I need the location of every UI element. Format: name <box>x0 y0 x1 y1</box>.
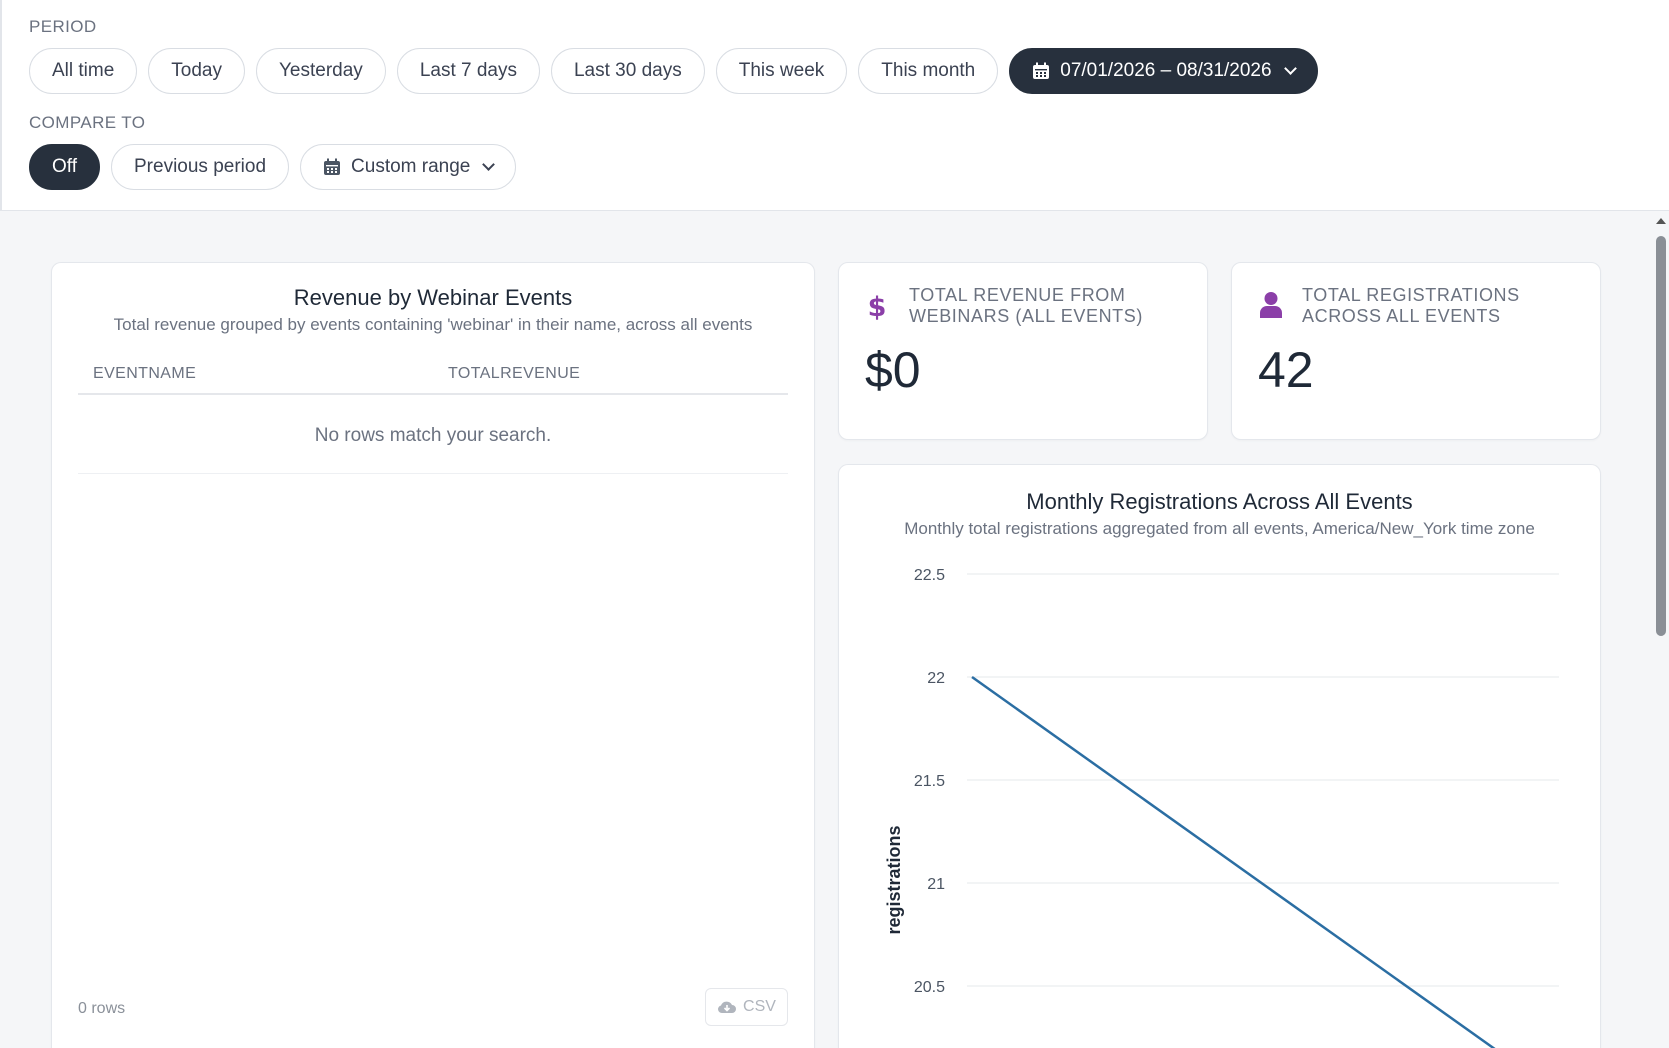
chevron-down-icon <box>482 158 496 171</box>
svg-text:$: $ <box>868 292 887 321</box>
compare-previous-period-button[interactable]: Previous period <box>111 144 290 190</box>
dollar-icon: $ <box>868 292 887 321</box>
cloud-download-icon <box>718 1001 737 1014</box>
chart-title: Monthly Registrations Across All Events <box>1026 489 1413 514</box>
kpi-registrations-label: TOTAL REGISTRATIONS ACROSS ALL EVENTS <box>1302 285 1520 327</box>
period-this-month-button[interactable]: This month <box>858 48 999 94</box>
compare-label: COMPARE TO <box>29 113 146 132</box>
revenue-table-title: Revenue by Webinar Events <box>293 285 573 310</box>
column-header-eventname[interactable]: EVENTNAME <box>93 365 197 382</box>
kpi-revenue-label: TOTAL REVENUE FROM WEBINARS (ALL EVENTS) <box>909 285 1143 327</box>
chevron-down-icon <box>1283 62 1297 75</box>
kpi-revenue-label-line1: TOTAL REVENUE FROM <box>909 285 1126 305</box>
period-yesterday-button[interactable]: Yesterday <box>256 48 386 94</box>
kpi-registrations-value: 42 <box>1258 342 1314 398</box>
period-today-button[interactable]: Today <box>148 48 245 94</box>
calendar-icon <box>324 158 341 175</box>
y-tick-label: 22.5 <box>914 567 945 584</box>
column-header-totalrevenue[interactable]: TOTALREVENUE <box>448 365 581 382</box>
y-tick-label: 21 <box>927 876 945 893</box>
scrollbar-thumb[interactable] <box>1656 236 1666 636</box>
compare-options: Off Previous period Custom range <box>29 144 517 190</box>
date-range-picker[interactable]: 07/01/2026 – 08/31/2026 <box>1009 48 1318 94</box>
y-axis-label: registrations <box>884 825 904 934</box>
period-label: PERIOD <box>29 17 97 36</box>
compare-off-button[interactable]: Off <box>29 144 100 190</box>
csv-export-button[interactable]: CSV <box>705 988 788 1026</box>
y-tick-label: 20.5 <box>914 979 945 996</box>
period-this-week-button[interactable]: This week <box>715 48 848 94</box>
date-range-value: 07/01/2026 – 08/31/2026 <box>1060 60 1272 81</box>
chart-subtitle: Monthly total registrations aggregated f… <box>904 519 1535 538</box>
kpi-registrations-label-line2: ACROSS ALL EVENTS <box>1302 306 1501 326</box>
revenue-table-card: Revenue by Webinar Events Total revenue … <box>51 262 815 1048</box>
table-header: EVENTNAME TOTALREVENUE <box>78 355 788 395</box>
y-tick-label: 22 <box>927 670 945 687</box>
scrollbar[interactable] <box>1653 212 1669 1048</box>
table-empty-message: No rows match your search. <box>78 397 788 474</box>
monthly-registrations-chart-card: Monthly Registrations Across All Events … <box>838 464 1601 1048</box>
kpi-registrations-card: TOTAL REGISTRATIONS ACROSS ALL EVENTS 42 <box>1231 262 1601 440</box>
calendar-icon <box>1033 62 1050 79</box>
kpi-registrations-label-line1: TOTAL REGISTRATIONS <box>1302 285 1520 305</box>
period-all-time-button[interactable]: All time <box>29 48 138 94</box>
scroll-up-arrow-icon[interactable] <box>1656 218 1666 224</box>
period-last-30-days-button[interactable]: Last 30 days <box>550 48 705 94</box>
kpi-revenue-label-line2: WEBINARS (ALL EVENTS) <box>909 306 1143 326</box>
period-last-7-days-button[interactable]: Last 7 days <box>396 48 540 94</box>
csv-label: CSV <box>743 998 776 1015</box>
filter-bar: PERIOD All time Today Yesterday Last 7 d… <box>0 0 1669 211</box>
user-icon <box>1260 292 1282 318</box>
period-options: All time Today Yesterday Last 7 days Las… <box>29 48 1318 94</box>
revenue-table-subtitle: Total revenue grouped by events containi… <box>113 315 753 334</box>
kpi-revenue-value: $0 <box>865 342 921 398</box>
y-tick-label: 21.5 <box>914 773 945 790</box>
custom-range-label: Custom range <box>351 156 471 177</box>
row-count: 0 rows <box>78 1000 126 1017</box>
compare-custom-range-picker[interactable]: Custom range <box>300 144 517 190</box>
series-line <box>971 675 1496 1048</box>
kpi-revenue-card: $ TOTAL REVENUE FROM WEBINARS (ALL EVENT… <box>838 262 1208 440</box>
registrations-line-chart: 22.5 22 21.5 21 20.5 registrations <box>884 567 1559 1048</box>
